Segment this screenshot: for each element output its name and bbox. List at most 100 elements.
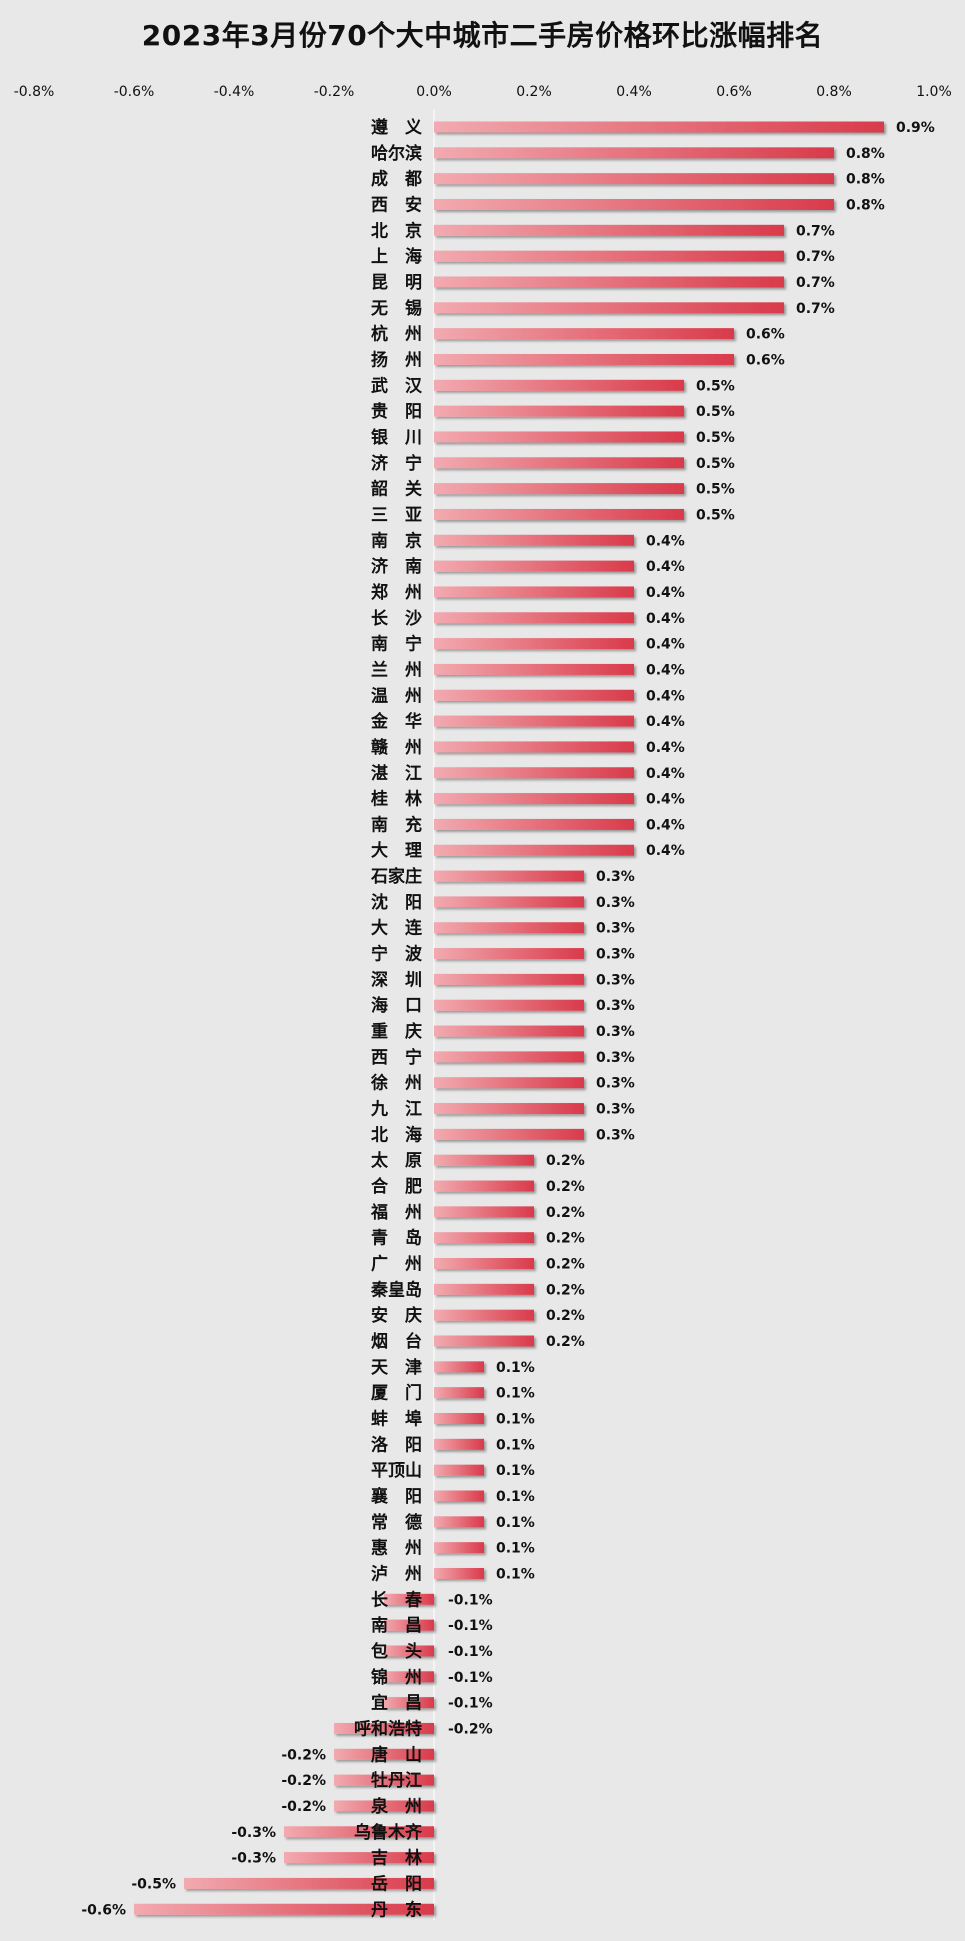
data-label: 0.8% (846, 146, 885, 162)
data-label: 0.3% (596, 1024, 635, 1040)
data-label: 0.3% (596, 947, 635, 963)
bar (434, 276, 784, 288)
bar (434, 224, 784, 236)
bar (334, 1722, 434, 1734)
data-label: -0.1% (448, 1618, 493, 1634)
category-label: 石家庄 (370, 866, 422, 887)
data-label: 0.1% (496, 1515, 535, 1531)
bar (434, 1103, 584, 1115)
category-label: 锦 州 (371, 1667, 422, 1688)
bar (434, 405, 684, 417)
data-label: -0.1% (448, 1670, 493, 1686)
x-tick-label: -0.8% (14, 84, 55, 100)
bar (434, 1516, 484, 1528)
bar (434, 1258, 534, 1270)
category-label: 厦 门 (371, 1383, 422, 1404)
category-label: 南 充 (371, 814, 422, 835)
category-label: 岳 阳 (371, 1874, 422, 1894)
category-label: 合 肥 (371, 1176, 422, 1197)
data-label: -0.2% (281, 1773, 326, 1789)
bar (434, 534, 634, 546)
data-label: 0.4% (646, 559, 685, 575)
data-label: 0.3% (596, 998, 635, 1014)
data-label: 0.5% (696, 430, 735, 446)
category-label: 南 京 (371, 530, 422, 551)
category-label: 济 宁 (371, 453, 422, 474)
bar (334, 1800, 434, 1812)
category-label: 大 连 (371, 918, 423, 939)
data-label: 0.4% (646, 611, 685, 627)
data-label: -0.3% (231, 1825, 276, 1841)
bar (434, 973, 584, 985)
bar (434, 560, 634, 572)
category-label: 烟 台 (371, 1331, 422, 1352)
data-label: -0.1% (448, 1696, 493, 1712)
bar (434, 1542, 484, 1554)
data-label: 0.2% (546, 1334, 585, 1350)
bar (434, 999, 584, 1011)
category-label: 昆 明 (371, 273, 422, 293)
data-label: 0.4% (646, 585, 685, 601)
data-label: 0.4% (646, 843, 685, 859)
category-label: 深 圳 (371, 969, 422, 990)
category-label: 吉 林 (371, 1848, 422, 1869)
data-label: 0.1% (496, 1566, 535, 1582)
data-label: 0.5% (696, 378, 735, 394)
category-label: 沈 阳 (371, 892, 422, 913)
data-label: 0.6% (746, 327, 785, 343)
bar (384, 1697, 434, 1709)
category-label: 惠 州 (371, 1538, 422, 1559)
bar (384, 1645, 434, 1657)
bar (434, 198, 834, 210)
x-tick-label: 1.0% (916, 84, 952, 100)
data-label: -0.1% (448, 1644, 493, 1660)
category-label: 太 原 (371, 1150, 422, 1171)
category-label: 成 都 (371, 169, 422, 190)
data-label: -0.2% (448, 1721, 493, 1737)
data-label: -0.2% (281, 1747, 326, 1763)
data-label: 0.4% (646, 637, 685, 653)
data-label: 0.2% (546, 1205, 585, 1221)
data-label: 0.5% (696, 482, 735, 498)
category-label: 大 理 (371, 840, 422, 861)
bar (284, 1826, 434, 1838)
bar (434, 896, 584, 908)
category-label: 常 德 (371, 1512, 422, 1533)
data-label: 0.4% (646, 817, 685, 833)
data-label: -0.3% (231, 1851, 276, 1867)
category-label: 乌鲁木齐 (354, 1822, 423, 1843)
category-label: 包 头 (371, 1641, 422, 1662)
category-label: 南 昌 (371, 1615, 422, 1636)
bar (434, 1051, 584, 1063)
data-label: 0.3% (596, 1076, 635, 1092)
bar (184, 1877, 434, 1889)
data-label: 0.4% (646, 714, 685, 730)
category-label: 长 春 (371, 1589, 422, 1610)
bar (434, 741, 634, 753)
bar (434, 1128, 584, 1140)
category-label: 牡丹江 (371, 1770, 422, 1791)
category-label: 上 海 (371, 246, 422, 267)
data-label: 0.4% (646, 688, 685, 704)
data-label: 0.5% (696, 507, 735, 523)
data-label: 0.7% (796, 301, 835, 317)
category-label: 韶 关 (371, 479, 422, 500)
x-tick-label: -0.6% (114, 84, 155, 100)
category-label: 湛 江 (371, 763, 422, 784)
category-label: 桂 林 (370, 789, 422, 810)
data-label: 0.7% (796, 223, 835, 239)
bar (434, 1232, 534, 1244)
data-labels: 0.9% 0.8% 0.8% 0.8% 0.7% 0.7% 0.7% 0.7% 0.6% 0.6%… (81, 120, 934, 1918)
category-label: 扬 州 (371, 349, 422, 370)
data-label: 0.4% (646, 792, 685, 808)
data-label: -0.1% (448, 1592, 493, 1608)
bar (434, 689, 634, 701)
category-label: 遵 义 (371, 117, 422, 138)
bar (434, 1077, 584, 1089)
category-label: 贵 阳 (371, 401, 422, 422)
category-label: 泉 州 (370, 1796, 422, 1817)
category-label: 北 海 (371, 1124, 422, 1145)
bar (434, 818, 634, 830)
